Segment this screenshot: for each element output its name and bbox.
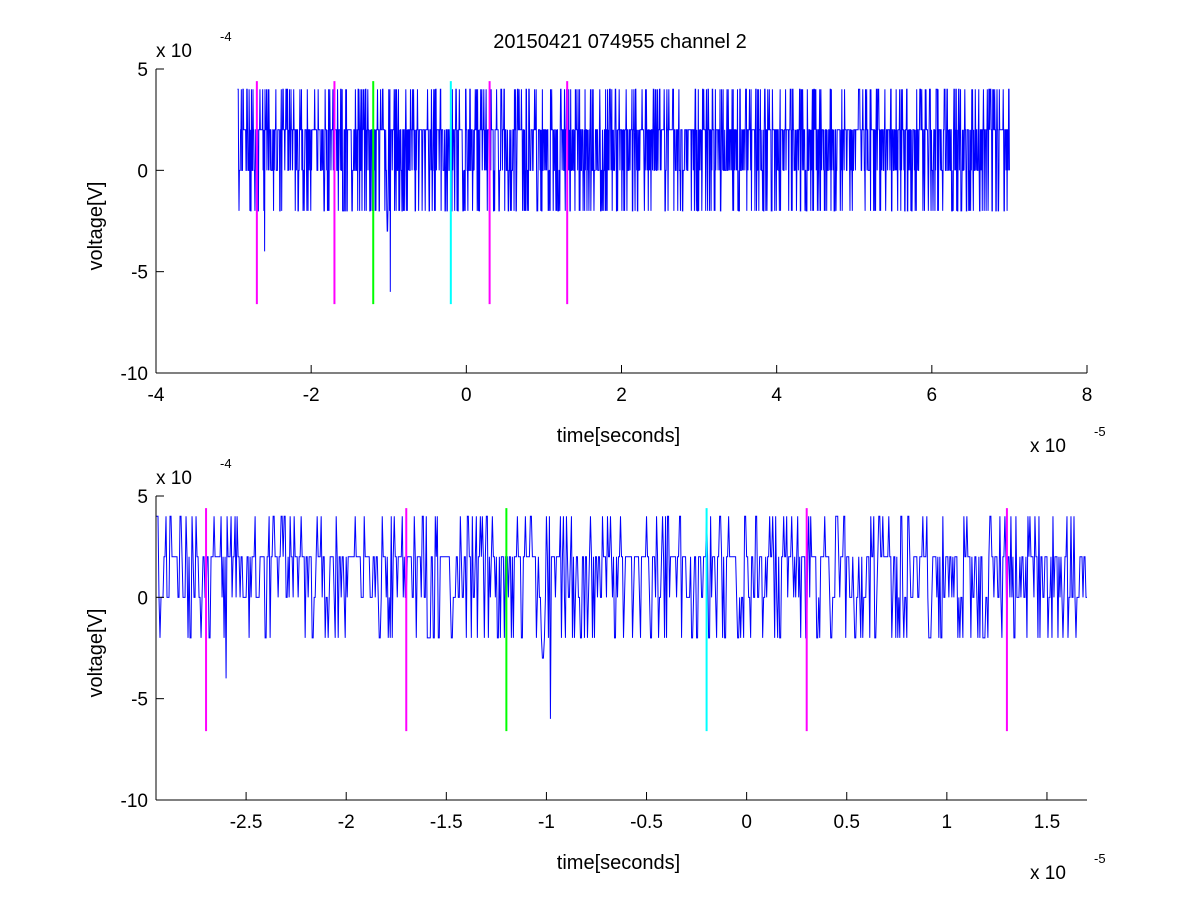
- chart-title: 20150421 074955 channel 2: [493, 31, 747, 53]
- y-tick-label: 5: [137, 487, 148, 508]
- y-axis-label: voltage[V]: [85, 182, 107, 271]
- y-tick-label: -5: [131, 690, 148, 711]
- x-axis-multiplier-exponent: -5: [1094, 424, 1106, 439]
- y-axis-label: voltage[V]: [85, 609, 107, 698]
- x-axis-multiplier: x 10: [1030, 436, 1066, 457]
- signal-trace: [237, 88, 1010, 292]
- x-tick-label: -2.5: [230, 812, 263, 833]
- x-tick-label: 8: [1082, 385, 1093, 406]
- x-axis-multiplier-exponent: -5: [1094, 851, 1106, 866]
- y-tick-label: 0: [137, 161, 148, 182]
- x-tick-label: -2: [338, 812, 355, 833]
- top-subplot: -4 -2 0 2 4 6 8 -10 -5 0 5 x 10 -4 x 10 -5 time[seconds…: [85, 29, 1106, 457]
- y-tick-label: -10: [121, 791, 148, 812]
- x-tick-label: -1.5: [430, 812, 463, 833]
- x-tick-label: 0: [741, 812, 752, 833]
- y-tick-label: 0: [137, 588, 148, 609]
- x-tick-label: -1: [538, 812, 555, 833]
- y-axis-multiplier: x 10: [156, 41, 192, 62]
- x-tick-label: -0.5: [630, 812, 663, 833]
- signal-trace: [156, 515, 1087, 719]
- y-tick-label: -5: [131, 263, 148, 284]
- y-axis-multiplier-exponent: -4: [220, 456, 232, 471]
- x-tick-label: -4: [148, 385, 165, 406]
- x-tick-label: -2: [303, 385, 320, 406]
- x-axis-multiplier: x 10: [1030, 863, 1066, 884]
- y-axis-multiplier-exponent: -4: [220, 29, 232, 44]
- x-axis-label: time[seconds]: [557, 852, 680, 874]
- bottom-subplot: -2.5 -2 -1.5 -1 -0.5 0 0.5 1 1.5 -10 -5 0 5 x 10 -4 x 1…: [85, 456, 1106, 884]
- x-tick-label: 4: [771, 385, 782, 406]
- y-axis-multiplier: x 10: [156, 468, 192, 489]
- x-axis-label: time[seconds]: [557, 425, 680, 447]
- x-tick-label: 2: [616, 385, 627, 406]
- x-tick-label: 0: [461, 385, 472, 406]
- y-tick-label: -10: [121, 364, 148, 385]
- x-tick-label: 0.5: [834, 812, 860, 833]
- x-tick-label: 6: [927, 385, 938, 406]
- y-tick-label: 5: [137, 60, 148, 81]
- x-tick-label: 1: [942, 812, 953, 833]
- x-tick-label: 1.5: [1034, 812, 1060, 833]
